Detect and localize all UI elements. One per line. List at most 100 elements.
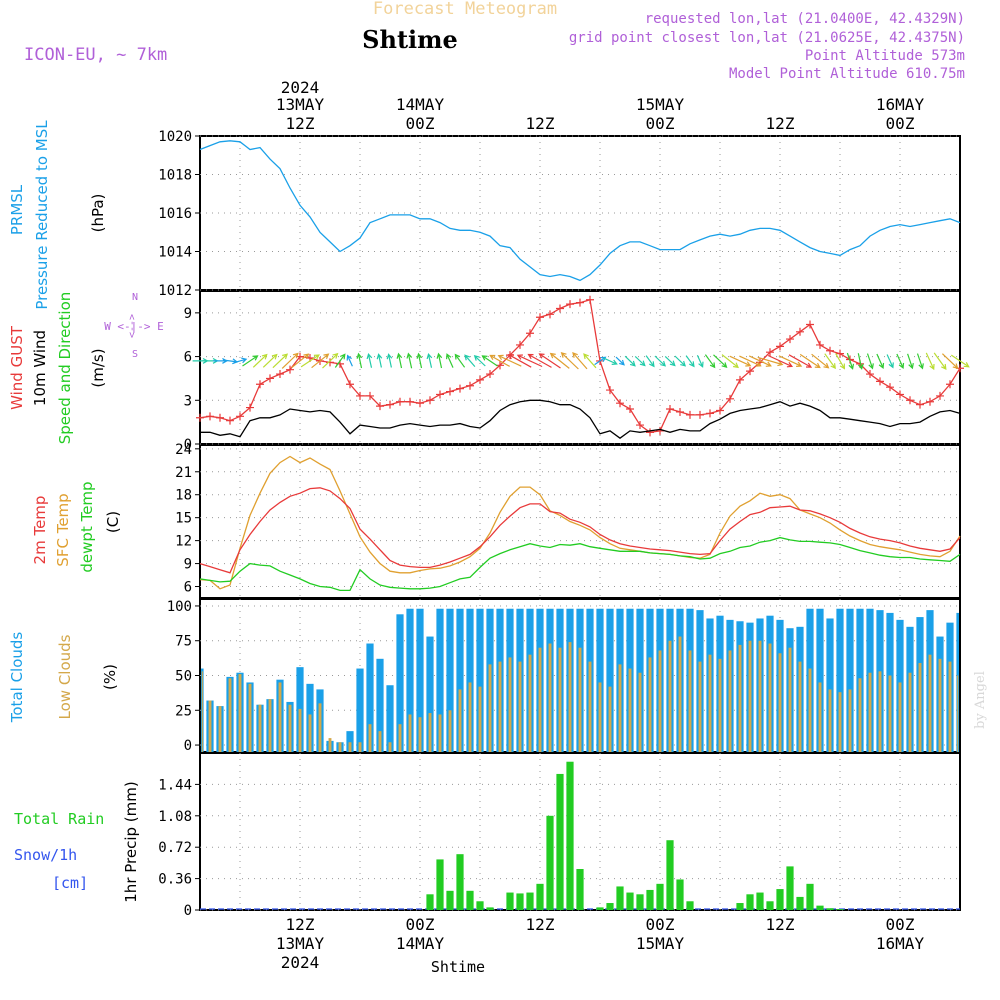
total-cloud-bar <box>826 618 834 752</box>
wind-arrow <box>748 355 772 367</box>
low-cloud-bar <box>238 674 242 752</box>
wind-arrow <box>356 352 363 369</box>
rain-bar <box>466 890 474 910</box>
wind-arrow <box>907 353 914 370</box>
gust-marker <box>706 409 714 418</box>
wind-arrow <box>933 352 947 371</box>
top-time-label: 13MAY <box>276 95 325 114</box>
gust-marker <box>786 335 794 344</box>
gust-marker <box>286 365 294 374</box>
wind-dir-label: Speed and Direction <box>56 292 74 445</box>
total-cloud-bar <box>836 608 844 752</box>
top-time-label: 12Z <box>766 114 795 133</box>
low-cloud-bar <box>248 683 252 752</box>
low-cloud-bar <box>908 672 912 752</box>
gust-marker <box>946 380 954 389</box>
y-tick-label: 15 <box>175 511 192 527</box>
gust-marker <box>216 413 224 422</box>
wind-arrow <box>857 353 864 370</box>
y-tick-label: 6 <box>184 580 192 596</box>
rain-bar <box>776 889 784 910</box>
wind-arrow <box>262 353 278 368</box>
gust-marker <box>466 381 474 390</box>
gust-marker <box>826 346 834 355</box>
2m-temp-line <box>199 487 961 574</box>
temp-2m-label: 2m Temp <box>31 496 49 565</box>
low-cloud-bar <box>328 738 332 752</box>
bottom-time-label: 12Z <box>766 915 795 934</box>
wind-arrow <box>645 355 655 368</box>
rain-label: Total Rain <box>14 810 104 828</box>
total-cloud-bar <box>426 636 434 752</box>
wind-arrow <box>549 352 570 369</box>
wind-arrow <box>696 354 704 368</box>
gust-marker <box>746 367 754 376</box>
gust-marker <box>226 416 234 425</box>
low-cloud-bar <box>598 682 602 752</box>
low-cloud-bar <box>278 682 282 752</box>
wind-arrow <box>311 353 330 369</box>
dewpt-temp-line <box>199 536 961 592</box>
gust-marker <box>616 399 624 408</box>
wind-arrow <box>846 352 855 370</box>
wind-arrow <box>366 352 373 368</box>
model-altitude: Model Point Altitude 610.75m <box>729 66 965 82</box>
gust-marker <box>526 329 534 338</box>
total-cloud-bar <box>466 608 474 752</box>
location-title: Shtime <box>362 25 458 54</box>
low-cloud-bar <box>438 714 442 752</box>
wind-arrow <box>866 353 874 370</box>
wind-arrow <box>721 354 739 369</box>
sfc-temp-line <box>199 455 961 590</box>
low-cloud-bar <box>378 731 382 752</box>
gust-marker <box>536 313 544 322</box>
low-cloud-bar <box>288 704 292 752</box>
gust-marker <box>396 397 404 406</box>
gust-marker <box>726 394 734 403</box>
y-tick-label: 24 <box>175 442 192 458</box>
rain-bar <box>646 889 654 910</box>
low-cloud-bar <box>608 686 612 752</box>
y-tick-label: 0 <box>184 437 192 453</box>
rain-bar <box>656 883 664 910</box>
bottom-time-label: 00Z <box>406 915 435 934</box>
rain-bar <box>516 893 524 910</box>
y-tick-label: 9 <box>184 557 192 573</box>
top-time-label: 16MAY <box>876 95 925 114</box>
low-cloud-bar <box>428 713 432 752</box>
low-cloud-bar <box>698 661 702 752</box>
wind-arrow <box>824 353 836 370</box>
rain-bar <box>816 905 824 910</box>
wind-arrow <box>799 353 821 369</box>
low-cloud-bar <box>228 678 232 752</box>
total-cloud-bar <box>476 608 484 752</box>
total-cloud-bar <box>456 608 464 752</box>
wind-arrow <box>624 355 636 367</box>
wind-arrow <box>778 355 803 367</box>
pressure-label-1: PRMSL <box>8 184 26 235</box>
gust-marker <box>696 410 704 419</box>
wind-arrow <box>886 354 894 369</box>
gust-marker <box>736 375 744 384</box>
rain-bar <box>786 866 794 910</box>
low-cloud-bar <box>398 724 402 752</box>
snow-unit: [cm] <box>52 874 88 892</box>
wind-arrow <box>925 352 935 371</box>
y-tick-label: 21 <box>175 465 192 481</box>
gust-marker <box>446 387 454 396</box>
total-cloud-bar <box>376 658 384 752</box>
low-cloud-bar <box>688 650 692 752</box>
wind-arrow <box>473 355 486 367</box>
low-cloud-bar <box>838 692 842 752</box>
rain-bar <box>546 815 554 910</box>
wind-arrow <box>739 355 762 367</box>
rain-bar <box>666 840 674 910</box>
wind-gust-label: Wind GUST <box>8 325 26 410</box>
gust-marker <box>326 358 334 367</box>
low-cloud-bar <box>201 671 203 752</box>
y-tick-label: 0 <box>184 738 192 754</box>
low-cloud-bar <box>778 653 782 752</box>
rain-bar <box>806 883 814 910</box>
low-cloud-bar <box>888 675 892 752</box>
wind-arrow <box>291 353 310 369</box>
